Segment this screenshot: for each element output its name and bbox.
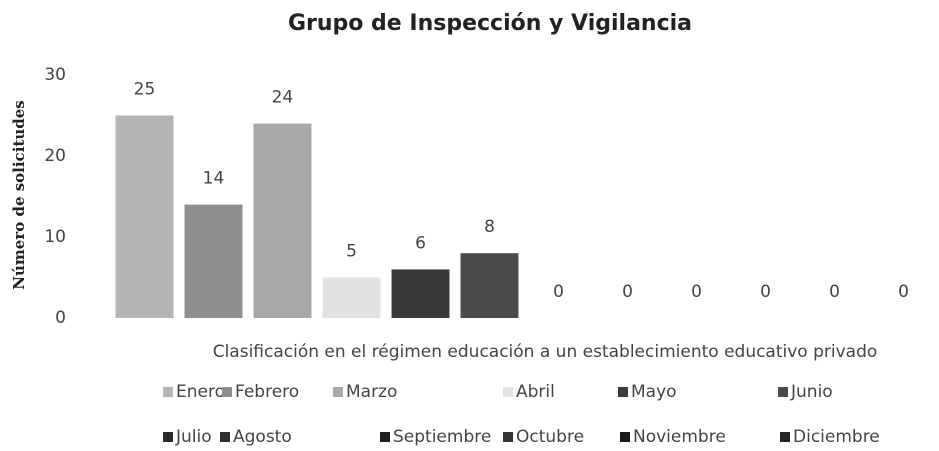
y-tick-label: 0 <box>55 308 66 328</box>
legend-label: Septiembre <box>393 427 491 447</box>
data-label: 5 <box>346 242 357 262</box>
data-label: 6 <box>415 233 426 253</box>
bar <box>253 123 312 318</box>
legend-swatch <box>163 432 173 442</box>
legend-label: Julio <box>175 427 212 447</box>
legend-swatch <box>220 432 230 442</box>
data-label: 8 <box>484 217 495 237</box>
data-label: 24 <box>272 88 294 108</box>
legend-label: Noviembre <box>633 427 726 447</box>
legend-swatch <box>503 387 513 397</box>
legend-swatch <box>222 387 232 397</box>
legend-swatch <box>620 432 630 442</box>
legend-label: Diciembre <box>793 427 880 447</box>
legend-label: Agosto <box>233 427 292 447</box>
bar <box>460 253 519 318</box>
bar <box>322 277 381 318</box>
legend-swatch <box>380 432 390 442</box>
data-label: 14 <box>203 169 225 189</box>
data-label: 25 <box>134 80 156 100</box>
y-tick-label: 20 <box>44 146 66 166</box>
y-axis-label: Número de solicitudes <box>10 100 28 289</box>
legend-swatch <box>503 432 513 442</box>
data-label: 0 <box>760 282 771 302</box>
data-label: 0 <box>691 282 702 302</box>
data-label: 0 <box>553 282 564 302</box>
legend-label: Octubre <box>516 427 584 447</box>
data-label: 0 <box>622 282 633 302</box>
legend-swatch <box>163 387 173 397</box>
legend-label: Abril <box>516 382 555 402</box>
legend-swatch <box>780 432 790 442</box>
legend-label: Mayo <box>631 382 677 402</box>
legend-label: Marzo <box>346 382 397 402</box>
data-label: 0 <box>829 282 840 302</box>
legend-swatch <box>333 387 343 397</box>
bar <box>391 269 450 318</box>
y-tick-label: 10 <box>44 227 66 247</box>
x-tick-label: Clasificación en el régimen educación a … <box>213 342 878 362</box>
legend-label: Enero <box>176 382 225 402</box>
legend-swatch <box>618 387 628 397</box>
bar <box>115 115 174 318</box>
chart-title: Grupo de Inspección y Vigilancia <box>288 11 692 36</box>
bar <box>184 204 243 318</box>
data-label: 0 <box>898 282 909 302</box>
legend-label: Junio <box>790 382 833 402</box>
y-tick-label: 30 <box>44 65 66 85</box>
legend-label: Febrero <box>235 382 299 402</box>
legend-swatch <box>778 387 788 397</box>
